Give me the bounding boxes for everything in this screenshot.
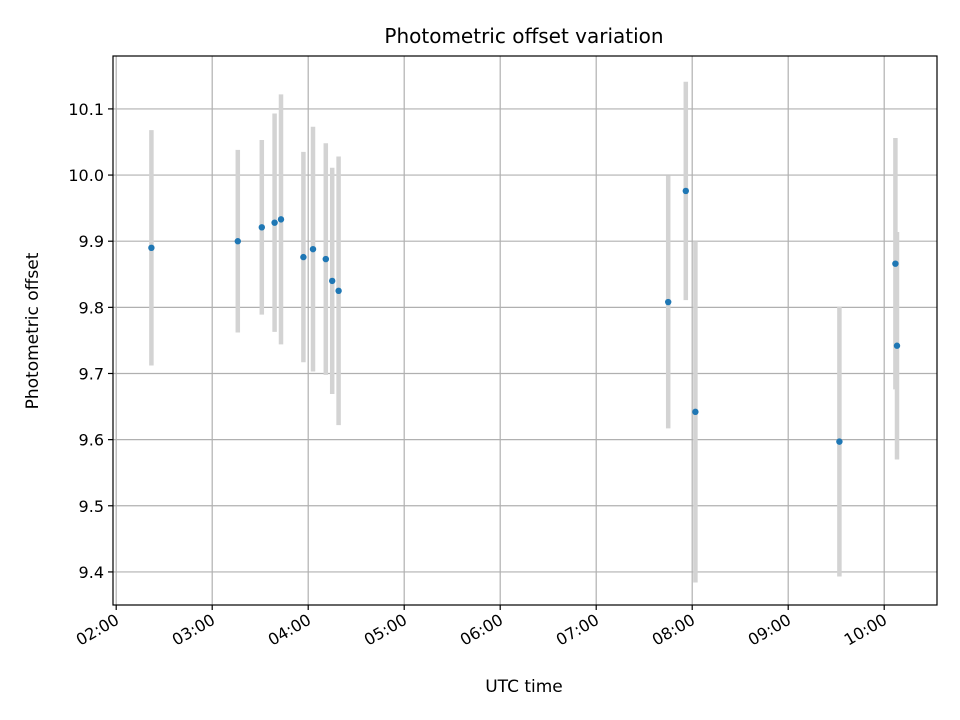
grid-lines [113,56,937,605]
y-axis-label: Photometric offset [23,252,43,409]
data-points [148,187,901,445]
data-point [682,187,689,195]
data-point [665,298,672,306]
data-point [148,244,155,252]
data-point [234,238,241,245]
data-point [836,438,843,445]
data-point [271,219,278,226]
y-tick-label: 9.8 [79,298,104,317]
x-axis-label: UTC time [485,677,563,697]
data-point [258,224,265,231]
data-point [692,408,699,416]
y-tick-label: 9.7 [79,364,104,383]
data-point [309,245,317,253]
y-tick-label: 10.1 [68,100,104,119]
data-point [277,216,285,223]
data-point [893,342,901,349]
plot-frame [112,55,938,606]
chart-title: Photometric offset variation [384,24,663,48]
data-point [335,287,342,295]
y-tick-label: 9.9 [79,232,104,251]
data-point [322,255,329,263]
y-tick-label: 9.4 [79,563,104,582]
data-point [300,253,307,261]
y-tick-label: 9.5 [79,497,104,516]
y-axis-ticks: 9.4 9.5 9.6 9.7 9.8 9.9 10.0 10.1 [68,100,113,582]
data-point [329,277,336,285]
y-tick-label: 10.0 [68,166,104,185]
y-tick-label: 9.6 [79,431,104,450]
data-point [892,260,899,267]
